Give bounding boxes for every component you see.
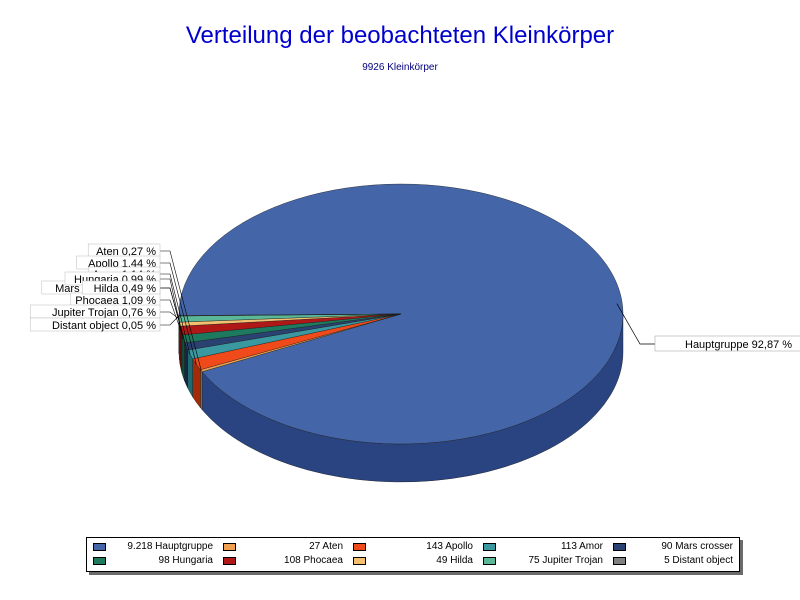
data-label-aten: Aten 0,27 % bbox=[96, 246, 156, 258]
pie-side-mars-crosser bbox=[184, 342, 188, 389]
legend-label-hilda: 49 Hilda bbox=[436, 555, 473, 566]
legend-swatch-apollo bbox=[353, 543, 366, 551]
pie-side-aten bbox=[200, 369, 203, 411]
legend-label-mars-crosser: 90 Mars crosser bbox=[661, 541, 733, 552]
legend-swatch-distant-object bbox=[613, 557, 626, 565]
legend-label-distant-object: 5 Distant object bbox=[664, 555, 733, 566]
leader-line-aten bbox=[160, 250, 202, 371]
leader-line-jupiter-trojan bbox=[160, 311, 180, 320]
data-label-hilda: Hilda 0,49 % bbox=[94, 283, 157, 295]
legend-swatch-hauptgruppe bbox=[93, 543, 106, 551]
legend-swatch-mars-crosser bbox=[613, 543, 626, 551]
leader-line-amor bbox=[160, 273, 191, 355]
leader-line-phocaea bbox=[160, 299, 182, 331]
legend-label-hungaria: 98 Hungaria bbox=[158, 555, 213, 566]
legend-swatch-hungaria bbox=[93, 557, 106, 565]
leader-line-apollo bbox=[160, 262, 197, 365]
leader-line-distant-object bbox=[160, 315, 180, 326]
legend-swatch-jupiter-trojan bbox=[483, 557, 496, 565]
data-label-hauptgruppe: Hauptgruppe 92,87 % bbox=[685, 339, 792, 351]
leader-line-hauptgruppe bbox=[616, 303, 655, 345]
legend-label-amor: 113 Amor bbox=[560, 541, 603, 552]
legend-label-jupiter-trojan: 75 Jupiter Trojan bbox=[528, 555, 604, 566]
legend-label-hauptgruppe: 9.218 Hauptgruppe bbox=[127, 541, 213, 552]
chart-legend: 9.218 Hauptgruppe 27 Aten 143 Apollo 113 Am… bbox=[86, 537, 740, 572]
legend-item-distant-object: 5 Distant object bbox=[607, 554, 737, 568]
label-box-hauptgruppe bbox=[654, 335, 800, 352]
legend-swatch-phocaea bbox=[223, 557, 236, 565]
legend-item-hauptgruppe: 9.218 Hauptgruppe bbox=[87, 540, 217, 554]
legend-label-apollo: 143 Apollo bbox=[426, 541, 473, 552]
legend-swatch-aten bbox=[223, 543, 236, 551]
legend-swatch-amor bbox=[483, 543, 496, 551]
label-box-hilda bbox=[82, 280, 161, 295]
data-label-phocaea: Phocaea 1,09 % bbox=[75, 295, 156, 307]
data-label-distant-object: Distant object 0,05 % bbox=[52, 320, 156, 332]
legend-item-mars-crosser: 90 Mars crosser bbox=[607, 540, 737, 554]
pie-labels: Hauptgruppe 92,87 %Aten 0,27 %Apollo 1,4… bbox=[29, 243, 800, 371]
chart-title: Verteilung der beobachteten Kleinkörper bbox=[185, 22, 615, 49]
chart-subtitle: 9926 Kleinkörper bbox=[362, 62, 438, 73]
legend-item-hilda: 49 Hilda bbox=[347, 554, 477, 568]
legend-item-jupiter-trojan: 75 Jupiter Trojan bbox=[477, 554, 607, 568]
label-box-distant-object bbox=[29, 317, 161, 332]
data-label-jupiter-trojan: Jupiter Trojan 0,76 % bbox=[52, 307, 156, 319]
legend-item-amor: 113 Amor bbox=[477, 540, 607, 554]
legend-item-apollo: 143 Apollo bbox=[347, 540, 477, 554]
legend-label-phocaea: 108 Phocaea bbox=[284, 555, 343, 566]
legend-label-aten: 27 Aten bbox=[309, 541, 343, 552]
leader-line-hilda bbox=[160, 287, 180, 325]
legend-item-phocaea: 108 Phocaea bbox=[217, 554, 347, 568]
legend-item-hungaria: 98 Hungaria bbox=[87, 554, 217, 568]
legend-swatch-hilda bbox=[353, 557, 366, 565]
pie-top bbox=[178, 183, 624, 445]
legend-item-aten: 27 Aten bbox=[217, 540, 347, 554]
